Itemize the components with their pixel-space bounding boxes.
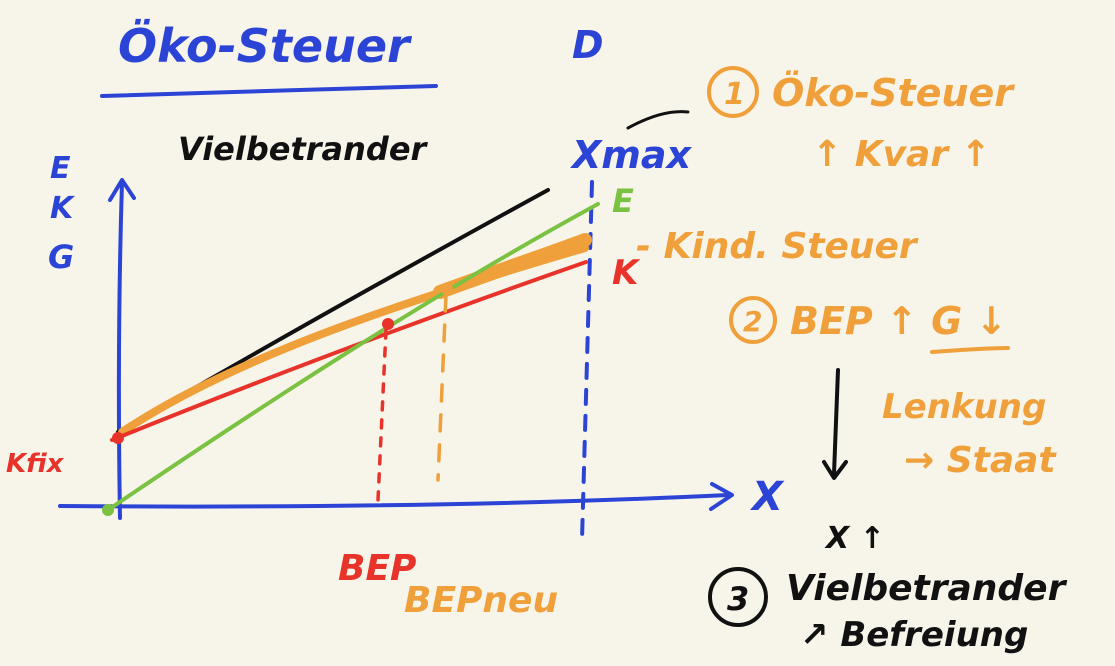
k-fix-point (112, 432, 124, 444)
bep-drop-line (376, 328, 388, 502)
note-3-circle (708, 567, 768, 627)
note-1-sub: ↑ Kvar ↑ (812, 134, 991, 175)
sketch-title: Öko-Steuer (118, 19, 413, 73)
lenkung-note: Lenkung (882, 387, 1046, 427)
note-1-text: Öko-Steuer (772, 71, 1015, 115)
note-1-number: 1 (724, 77, 745, 112)
curve-k-label: K (612, 253, 641, 293)
k-fix-label: Kfix (6, 449, 65, 479)
note-2-circle (729, 296, 777, 344)
x-up-note: X ↑ (824, 521, 885, 556)
note-1-circle (707, 66, 759, 118)
curve-e-label: E (612, 182, 634, 220)
x-max-tick (626, 110, 690, 130)
note-2-text: BEP ↑ G ↓ (790, 299, 1007, 343)
line-k (110, 260, 588, 442)
note-3-text: Vielbetrander (786, 568, 1068, 609)
line-k-new (118, 244, 589, 436)
y-axis-label-k: K (50, 191, 76, 226)
bep-new-drop-line (436, 293, 448, 482)
bep-label: BEP (338, 548, 416, 589)
line-e (106, 202, 600, 512)
staat-note: → Staat (904, 440, 1057, 481)
group-label: Vielbetrander (178, 130, 429, 168)
note-2-number: 2 (743, 305, 762, 338)
top-mark: D (572, 23, 604, 67)
note-3-sub: ↗ Befreiung (800, 615, 1028, 655)
y-axis-label-g: G (48, 238, 74, 276)
y-axis-arrowhead (108, 178, 136, 202)
down-arrow-head (822, 460, 848, 480)
kind-tax-note: - Kind. Steuer (636, 226, 919, 267)
note-3-number: 3 (727, 580, 749, 618)
title-underline (100, 84, 438, 98)
x-axis-arrowhead (709, 482, 734, 511)
bep-new-label: BEPneu (404, 580, 558, 621)
bep-point (382, 318, 394, 330)
x-axis (58, 493, 730, 509)
bep-new-point (441, 283, 453, 295)
origin-point (102, 504, 114, 516)
y-axis-label-e: E (50, 151, 71, 186)
x-max-label: Xmax (570, 133, 693, 177)
note-2-underline (930, 346, 1010, 354)
x-axis-label: X (749, 474, 785, 520)
down-arrow-shaft (832, 368, 840, 476)
y-axis (116, 180, 124, 520)
